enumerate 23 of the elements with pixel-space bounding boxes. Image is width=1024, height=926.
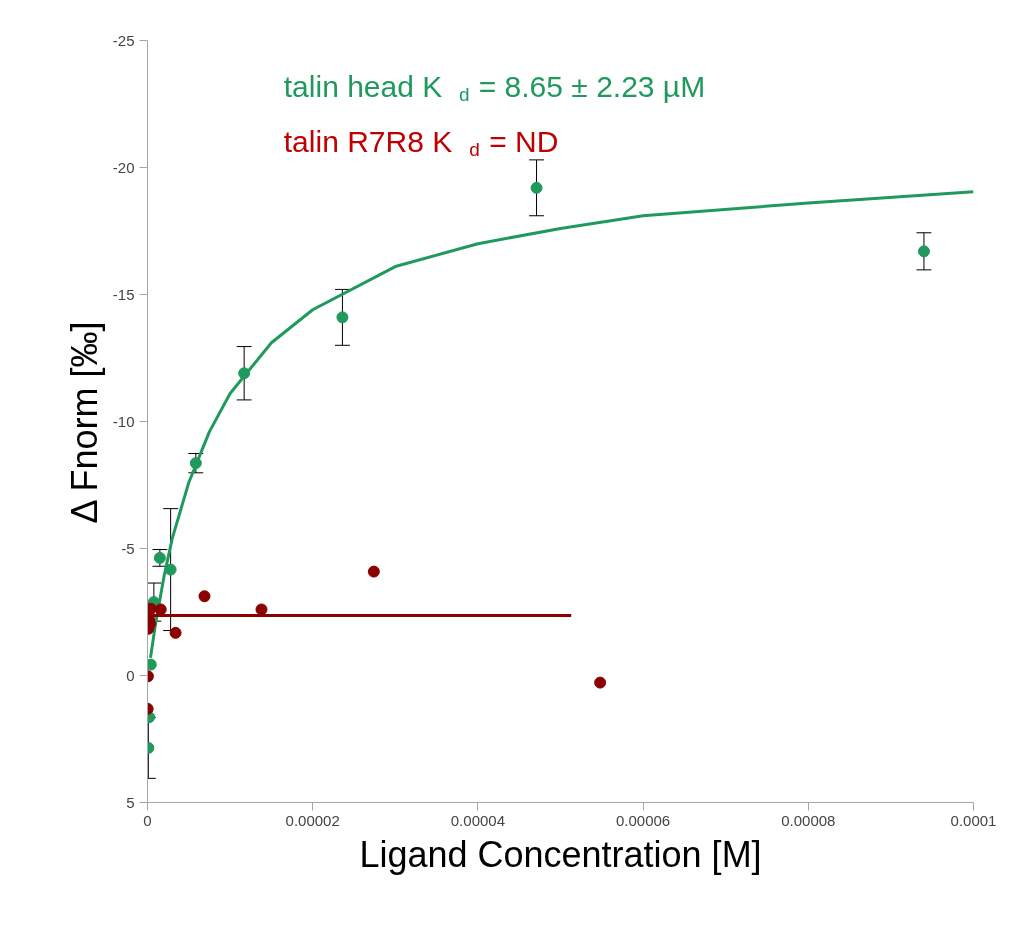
point — [169, 626, 182, 639]
point — [594, 676, 607, 689]
y-tick-label: 5 — [126, 793, 135, 811]
x-tick-label: 0.00008 — [781, 811, 836, 829]
y-tick-label: -25 — [112, 31, 135, 49]
point — [367, 565, 380, 578]
point — [917, 245, 930, 258]
point — [336, 311, 349, 324]
y-tick-label: -5 — [121, 539, 135, 557]
point — [198, 590, 211, 603]
y-axis-title: Δ Fnorm [‰] — [63, 321, 105, 524]
y-tick-label: -10 — [112, 412, 135, 430]
y-tick-label: -15 — [112, 285, 135, 303]
x-tick-label: 0.0001 — [950, 811, 997, 829]
x-tick-label: 0.00004 — [450, 811, 506, 829]
point — [147, 602, 157, 615]
x-tick-label: 0.00006 — [615, 811, 671, 829]
x-tick-label: 0.00002 — [285, 811, 340, 829]
point — [530, 181, 543, 194]
y-tick-label: -20 — [112, 158, 135, 176]
y-tick-label: 0 — [126, 666, 135, 684]
x-axis-title: Ligand Concentration [M] — [359, 833, 762, 875]
x-tick-label: 0 — [143, 811, 152, 829]
